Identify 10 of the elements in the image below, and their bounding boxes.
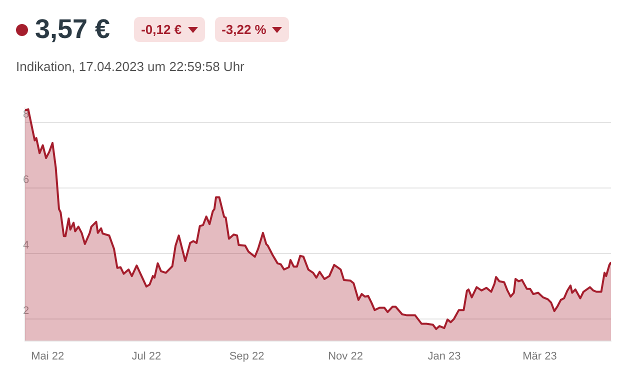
x-tick-label: Nov 22 xyxy=(328,350,363,362)
x-tick-label: Mär 23 xyxy=(522,350,557,362)
chart-title: 3,57 € xyxy=(35,14,110,45)
x-tick-label: Jan 23 xyxy=(428,350,461,362)
text: -0,12 € xyxy=(141,22,182,37)
x-tick-label: Jul 22 xyxy=(132,350,162,362)
chart-subtitle: Indikation, 17.04.2023 um 22:59:58 Uhr xyxy=(16,59,244,74)
x-tick-label: Mai 22 xyxy=(31,350,64,362)
x-tick-label: Sep 22 xyxy=(229,350,264,362)
text: -3,22 % xyxy=(222,22,266,37)
